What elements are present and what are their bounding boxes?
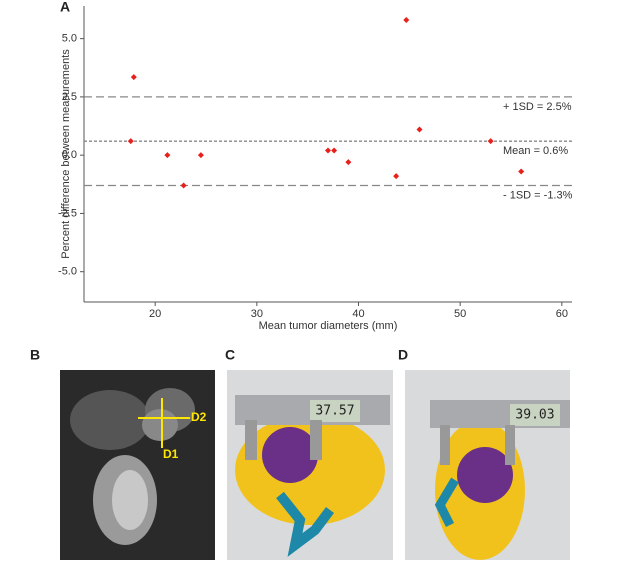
panel-label: A [60,0,70,15]
x-tick-label: 50 [454,308,466,320]
point [130,74,137,81]
point [127,138,134,145]
point [164,152,171,159]
y-tick-label: -2.5 [58,207,77,219]
caliper-reading: 37.57 [315,404,354,419]
y-tick-label: 5.0 [62,33,77,45]
x-axis-label: Mean tumor diameters (mm) [259,320,398,332]
panel-label: D [398,347,408,363]
point [345,159,352,166]
reference-label: Mean = 0.6% [503,145,568,157]
x-tick-label: 40 [352,308,364,320]
panel-label: C [225,347,235,363]
point [331,147,338,154]
model-photo [227,370,393,560]
point [180,182,187,189]
reference-label: + 1SD = 2.5% [503,101,572,113]
y-tick-label: 2.5 [62,91,77,103]
x-tick-label: 20 [149,308,161,320]
point [393,173,400,180]
point [403,16,410,23]
model-photo [405,370,570,560]
y-axis-label: Percent difference between measurements [60,49,72,259]
point [197,152,204,159]
caliper-reading: 39.03 [515,408,554,423]
panel-label: B [30,347,40,363]
annotation: D1 [163,447,179,461]
mri-image [60,370,215,560]
y-tick-label: 0.0 [62,149,77,161]
point [487,138,494,145]
x-tick-label: 60 [556,308,568,320]
point [416,126,423,133]
y-tick-label: -5.0 [58,266,77,278]
point [325,147,331,154]
x-tick-label: 30 [251,308,263,320]
point [518,168,525,175]
annotation: D2 [191,410,207,424]
reference-label: - 1SD = -1.3% [503,189,573,201]
